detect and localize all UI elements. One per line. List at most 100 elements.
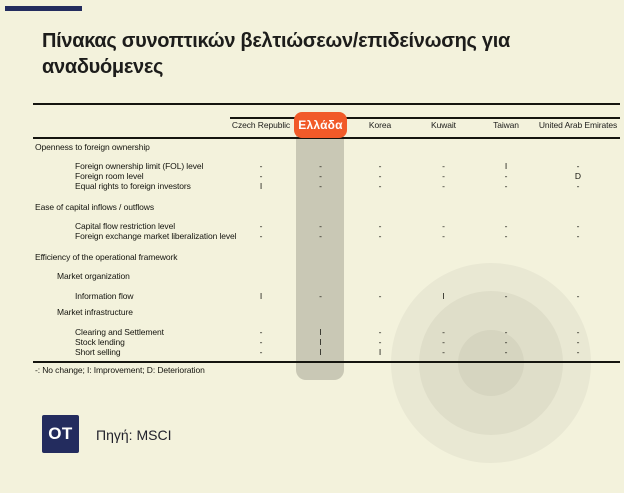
cell-value: - bbox=[319, 181, 322, 191]
cell-value: - bbox=[576, 337, 580, 347]
summary-table: Czech Republic Ελλάδα Korea Kuwait Taiwan Uni… bbox=[33, 103, 620, 375]
row-label: Equal rights to foreign investors bbox=[75, 181, 191, 191]
table-row: Capital flow restriction level - - - - - - bbox=[33, 221, 620, 231]
table-row: Foreign ownership limit (FOL) level - - - - I… bbox=[33, 161, 620, 171]
row-label: Stock lending bbox=[75, 337, 125, 347]
cell-value: - bbox=[442, 327, 445, 337]
row-label: Foreign ownership limit (FOL) level bbox=[75, 161, 204, 171]
header-top-rule bbox=[230, 117, 620, 119]
table-body: Openness to foreign ownership Foreign own… bbox=[33, 142, 620, 363]
cell-value: - bbox=[504, 327, 508, 337]
column-header: Czech Republic bbox=[231, 119, 291, 130]
cell-value: - bbox=[259, 337, 263, 347]
table-row: Short selling - I I - - - bbox=[33, 347, 620, 357]
source-label: Πηγή: MSCI bbox=[96, 427, 172, 443]
row-label: Short selling bbox=[75, 347, 121, 357]
cell-value: - bbox=[378, 221, 382, 231]
cell-value: - bbox=[378, 231, 382, 241]
row-label: Information flow bbox=[75, 291, 134, 301]
row-label: Efficiency of the operational framework bbox=[35, 252, 178, 262]
table-header: Czech Republic Ελλάδα Korea Kuwait Taiwan Uni… bbox=[33, 105, 620, 139]
table-row: Foreign exchange market liberalization l… bbox=[33, 231, 620, 241]
column-header: Korea bbox=[368, 119, 392, 130]
table-row: Clearing and Settlement - I - - - - bbox=[33, 327, 620, 337]
row-label: Openness to foreign ownership bbox=[35, 142, 150, 152]
cell-value: - bbox=[259, 221, 263, 231]
cell-value: I bbox=[259, 181, 263, 191]
table-header-row: Czech Republic Ελλάδα Korea Kuwait Taiwan Uni… bbox=[33, 105, 620, 138]
cell-value: - bbox=[319, 291, 322, 301]
cell-value: I bbox=[319, 337, 322, 347]
cell-value: I bbox=[259, 291, 263, 301]
cell-value: - bbox=[504, 291, 508, 301]
accent-bar bbox=[5, 6, 82, 11]
cell-value: - bbox=[576, 347, 580, 357]
cell-value: - bbox=[442, 181, 445, 191]
cell-value: - bbox=[576, 221, 580, 231]
cell-value: - bbox=[576, 231, 580, 241]
cell-value: - bbox=[259, 347, 263, 357]
cell-value: I bbox=[319, 327, 322, 337]
table-footnote: -: No change; I: Improvement; D: Deterio… bbox=[35, 365, 205, 375]
cell-value: - bbox=[576, 181, 580, 191]
cell-value: - bbox=[504, 221, 508, 231]
cell-value: - bbox=[259, 171, 263, 181]
cell-value: - bbox=[378, 291, 382, 301]
cell-value: - bbox=[504, 171, 508, 181]
row-label: Capital flow restriction level bbox=[75, 221, 175, 231]
row-label: Ease of capital inflows / outflows bbox=[35, 202, 154, 212]
cell-value: - bbox=[442, 231, 445, 241]
cell-value: - bbox=[504, 347, 508, 357]
ot-logo: OT bbox=[42, 415, 79, 453]
watermark-circle-inner bbox=[458, 330, 524, 396]
cell-value: - bbox=[378, 171, 382, 181]
cell-value: - bbox=[378, 181, 382, 191]
row-label: Market infrastructure bbox=[57, 307, 133, 317]
cell-value: - bbox=[504, 231, 508, 241]
cell-value: - bbox=[378, 327, 382, 337]
column-header: Taiwan bbox=[493, 119, 519, 130]
cell-value: - bbox=[442, 347, 445, 357]
cell-value: - bbox=[576, 327, 580, 337]
cell-value: I bbox=[442, 291, 445, 301]
cell-value: - bbox=[378, 337, 382, 347]
cell-value: I bbox=[378, 347, 382, 357]
cell-value: I bbox=[504, 161, 508, 171]
row-label: Foreign room level bbox=[75, 171, 144, 181]
row-label: Foreign exchange market liberalization l… bbox=[75, 231, 237, 241]
cell-value: - bbox=[504, 181, 508, 191]
cell-value: - bbox=[319, 171, 322, 181]
cell-value: - bbox=[378, 161, 382, 171]
table-row: Openness to foreign ownership bbox=[33, 142, 620, 152]
cell-value: - bbox=[259, 327, 263, 337]
cell-value: - bbox=[319, 231, 322, 241]
table-row: Foreign room level - - - - - D bbox=[33, 171, 620, 181]
highlighted-column-band bbox=[296, 116, 344, 380]
row-label: Market organization bbox=[57, 271, 130, 281]
table-row: Equal rights to foreign investors I - - - - - bbox=[33, 181, 620, 191]
cell-value: - bbox=[259, 161, 263, 171]
cell-value: - bbox=[259, 231, 263, 241]
table-row: Information flow I - - I - - bbox=[33, 291, 620, 301]
cell-value: - bbox=[576, 161, 580, 171]
cell-value: - bbox=[442, 337, 445, 347]
column-header: United Arab Emirates bbox=[538, 119, 618, 130]
cell-value: - bbox=[319, 161, 322, 171]
cell-value: I bbox=[319, 347, 322, 357]
table-row: Efficiency of the operational framework bbox=[33, 252, 620, 262]
cell-value: - bbox=[319, 221, 322, 231]
cell-value: - bbox=[504, 337, 508, 347]
page-title: Πίνακας συνοπτικών βελτιώσεων/επιδείνωση… bbox=[42, 30, 510, 79]
table-row: Ease of capital inflows / outflows bbox=[33, 202, 620, 212]
table-row: Market organization bbox=[33, 271, 620, 281]
cell-value: - bbox=[576, 291, 580, 301]
cell-value: - bbox=[442, 161, 445, 171]
column-header-highlighted: Ελλάδα bbox=[294, 112, 347, 138]
column-header: Kuwait bbox=[431, 119, 456, 130]
cell-value: - bbox=[442, 221, 445, 231]
table-row: Stock lending - I - - - - bbox=[33, 337, 620, 347]
row-label: Clearing and Settlement bbox=[75, 327, 164, 337]
table-top-rule bbox=[33, 103, 620, 105]
cell-value: - bbox=[442, 171, 445, 181]
